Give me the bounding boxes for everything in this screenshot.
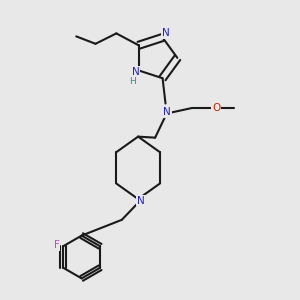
- Text: H: H: [129, 77, 136, 86]
- Text: N: N: [163, 107, 171, 117]
- Text: N: N: [132, 67, 140, 77]
- Text: N: N: [162, 28, 170, 38]
- Text: F: F: [54, 240, 59, 250]
- Text: N: N: [137, 196, 145, 206]
- Text: O: O: [212, 103, 220, 113]
